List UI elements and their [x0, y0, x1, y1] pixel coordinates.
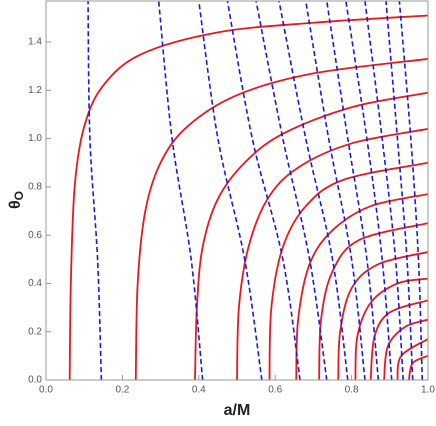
- plot-frame: [45, 0, 429, 381]
- solid-contour: [134, 58, 428, 380]
- solid-contour: [268, 161, 428, 380]
- solid-contour: [354, 277, 428, 380]
- y-axis-label-main: θ: [7, 200, 24, 209]
- x-tick-label: 0.8: [345, 385, 359, 396]
- solid-contour: [337, 251, 428, 380]
- y-tick-label: 1.2: [28, 85, 42, 96]
- y-tick-label: 0.4: [28, 278, 42, 289]
- x-tick-label: 0.2: [115, 385, 129, 396]
- dashed-contour: [398, 1, 424, 380]
- y-tick-label: 1.4: [28, 37, 42, 48]
- y-axis-label-sub: O: [12, 191, 26, 200]
- y-tick-label: 0.0: [28, 375, 42, 386]
- x-tick-label: 0.6: [268, 385, 282, 396]
- dashed-contour: [87, 1, 103, 380]
- x-axis-label: a/M: [224, 402, 251, 419]
- y-tick-label: 0.8: [28, 182, 42, 193]
- y-tick-label: 1.0: [28, 133, 42, 144]
- dashed-contour: [255, 1, 328, 380]
- solid-contour: [383, 318, 428, 380]
- solid-contour: [68, 14, 428, 380]
- x-tick-label: 1.0: [421, 385, 435, 396]
- dashed-contour: [157, 1, 204, 380]
- dashed-contour: [226, 1, 301, 380]
- solid-contour: [318, 222, 428, 380]
- dashed-contour: [385, 1, 414, 380]
- y-axis-label: θO: [7, 191, 26, 209]
- dashed-contour: [364, 1, 404, 380]
- dashed-contour: [304, 1, 366, 380]
- dashed-contour: [325, 1, 380, 380]
- y-tick-label: 0.2: [28, 326, 42, 337]
- x-tick-label: 0.4: [192, 385, 206, 396]
- solid-contour: [236, 128, 428, 380]
- dashed-contour: [345, 1, 393, 380]
- y-tick-label: 0.6: [28, 230, 42, 241]
- x-tick-label: 0.0: [39, 385, 53, 396]
- dashed-contour: [198, 1, 263, 380]
- dashed-contour: [278, 1, 349, 380]
